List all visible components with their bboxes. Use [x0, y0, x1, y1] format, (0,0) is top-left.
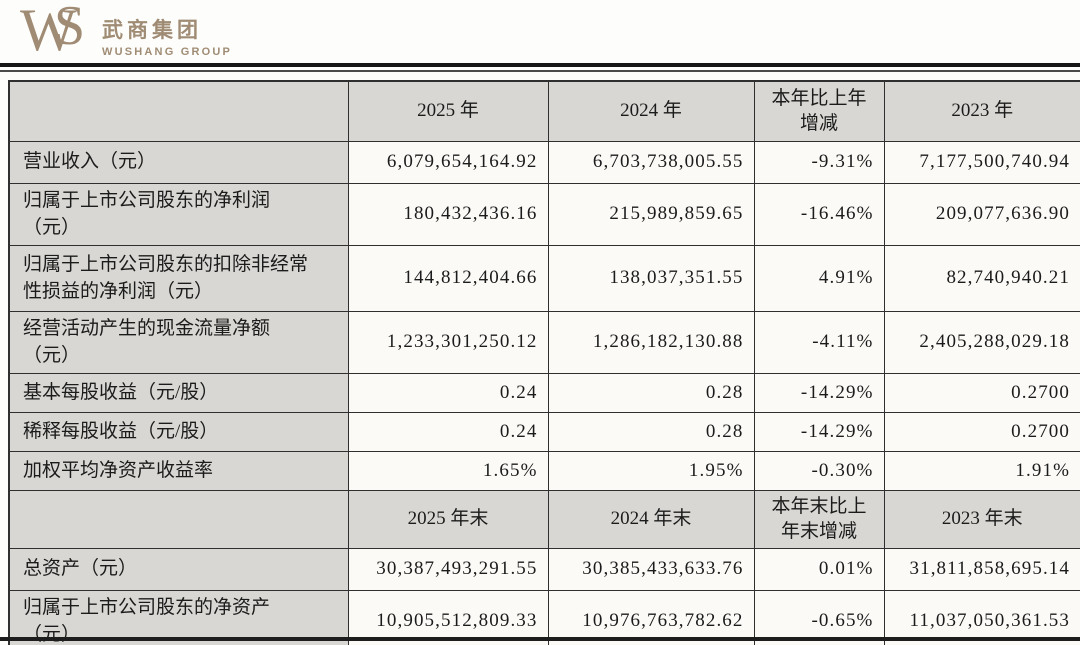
- cell-2025: 0.24: [347, 372, 549, 413]
- cell-label: 加权平均净资产收益率: [8, 450, 349, 491]
- cell-2024: 0.28: [547, 372, 755, 413]
- header-blank-cell: [8, 489, 349, 549]
- cell-change: -14.29%: [753, 372, 885, 413]
- cell-2023: 31,811,858,695.14: [883, 547, 1080, 591]
- cell-2024: 10,976,763,782.62: [547, 589, 755, 645]
- cell-2024: 6,703,738,005.55: [547, 140, 755, 184]
- header-col-2025-end: 2025 年末: [347, 489, 549, 549]
- row-net-profit-attributable: 归属于上市公司股东的净利润 （元） 180,432,436.16 215,989…: [8, 182, 1080, 246]
- cell-change: -0.30%: [753, 450, 885, 491]
- monogram-w: W: [20, 0, 77, 63]
- cell-2025: 6,079,654,164.92: [347, 140, 549, 184]
- cell-2024: 0.28: [547, 411, 755, 452]
- cell-change: 0.01%: [753, 547, 885, 591]
- row-diluted-eps: 稀释每股收益（元/股） 0.24 0.28 -14.29% 0.2700: [8, 411, 1080, 452]
- brand-name-en: WUSHANG GROUP: [102, 46, 233, 58]
- header-col-2023: 2023 年: [883, 80, 1080, 142]
- cell-2024: 215,989,859.65: [547, 182, 755, 246]
- brand-text: 武商集团 WUSHANG GROUP: [102, 10, 232, 58]
- cell-2023: 2,405,288,029.18: [883, 310, 1080, 374]
- cell-2025: 144,812,404.66: [347, 244, 549, 312]
- cell-change: -0.65%: [753, 589, 885, 645]
- row-net-assets-attributable: 归属于上市公司股东的净资产 （元） 10,905,512,809.33 10,9…: [8, 589, 1080, 645]
- header-divider-thin: [0, 70, 1080, 72]
- cell-change: -14.29%: [753, 411, 885, 452]
- cell-change: -4.11%: [753, 310, 885, 374]
- cell-2025: 1,233,301,250.12: [347, 310, 549, 374]
- ws-monogram-icon: W S: [20, 0, 92, 62]
- header-col-2024: 2024 年: [547, 80, 755, 142]
- cell-label: 稀释每股收益（元/股）: [8, 411, 349, 452]
- cell-2023: 11,037,050,361.53: [883, 589, 1080, 645]
- financial-summary-table: 2025 年 2024 年 本年比上年 增减 2023 年 营业收入（元） 6,…: [8, 80, 1080, 645]
- header-blank-cell: [8, 80, 349, 142]
- cell-2023: 1.91%: [883, 450, 1080, 491]
- cell-2024: 1.95%: [547, 450, 755, 491]
- cell-change: -16.46%: [753, 182, 885, 246]
- row-basic-eps: 基本每股收益（元/股） 0.24 0.28 -14.29% 0.2700: [8, 372, 1080, 413]
- cell-2023: 209,077,636.90: [883, 182, 1080, 246]
- cell-label: 总资产（元）: [8, 547, 349, 591]
- header-divider-thick: [0, 63, 1080, 67]
- row-weighted-average-roe: 加权平均净资产收益率 1.65% 1.95% -0.30% 1.91%: [8, 450, 1080, 491]
- table-header-row-annual: 2025 年 2024 年 本年比上年 增减 2023 年: [8, 80, 1080, 142]
- row-operating-cash-flow: 经营活动产生的现金流量净额 （元） 1,233,301,250.12 1,286…: [8, 310, 1080, 374]
- cell-change: 4.91%: [753, 244, 885, 312]
- cell-2025: 180,432,436.16: [347, 182, 549, 246]
- row-net-profit-deducting-nonrecurring: 归属于上市公司股东的扣除非经常 性损益的净利润（元） 144,812,404.6…: [8, 244, 1080, 312]
- row-operating-revenue: 营业收入（元） 6,079,654,164.92 6,703,738,005.5…: [8, 140, 1080, 184]
- cell-2024: 1,286,182,130.88: [547, 310, 755, 374]
- monogram-s: S: [54, 0, 86, 57]
- cell-label: 归属于上市公司股东的净资产 （元）: [8, 589, 349, 645]
- bottom-divider: [0, 637, 1080, 641]
- cell-label: 经营活动产生的现金流量净额 （元）: [8, 310, 349, 374]
- cell-2025: 10,905,512,809.33: [347, 589, 549, 645]
- cell-2023: 82,740,940.21: [883, 244, 1080, 312]
- cell-label: 归属于上市公司股东的净利润 （元）: [8, 182, 349, 246]
- header-col-year-end-change: 本年末比上 年末增减: [753, 489, 885, 549]
- cell-2024: 138,037,351.55: [547, 244, 755, 312]
- cell-2024: 30,385,433,633.76: [547, 547, 755, 591]
- cell-change: -9.31%: [753, 140, 885, 184]
- table-header-row-year-end: 2025 年末 2024 年末 本年末比上 年末增减 2023 年末: [8, 489, 1080, 549]
- cell-2025: 30,387,493,291.55: [347, 547, 549, 591]
- cell-label: 归属于上市公司股东的扣除非经常 性损益的净利润（元）: [8, 244, 349, 312]
- row-total-assets: 总资产（元） 30,387,493,291.55 30,385,433,633.…: [8, 547, 1080, 591]
- brand-name-cn: 武商集团: [102, 19, 202, 42]
- brand-logo: W S 武商集团 WUSHANG GROUP: [20, 0, 232, 62]
- header-col-2023-end: 2023 年末: [883, 489, 1080, 549]
- cell-label: 基本每股收益（元/股）: [8, 372, 349, 413]
- header-col-yoy-change: 本年比上年 增减: [753, 80, 885, 142]
- header-col-2024-end: 2024 年末: [547, 489, 755, 549]
- cell-2023: 7,177,500,740.94: [883, 140, 1080, 184]
- cell-2025: 1.65%: [347, 450, 549, 491]
- cell-2023: 0.2700: [883, 372, 1080, 413]
- cell-2023: 0.2700: [883, 411, 1080, 452]
- header-col-2025: 2025 年: [347, 80, 549, 142]
- cell-label: 营业收入（元）: [8, 140, 349, 184]
- cell-2025: 0.24: [347, 411, 549, 452]
